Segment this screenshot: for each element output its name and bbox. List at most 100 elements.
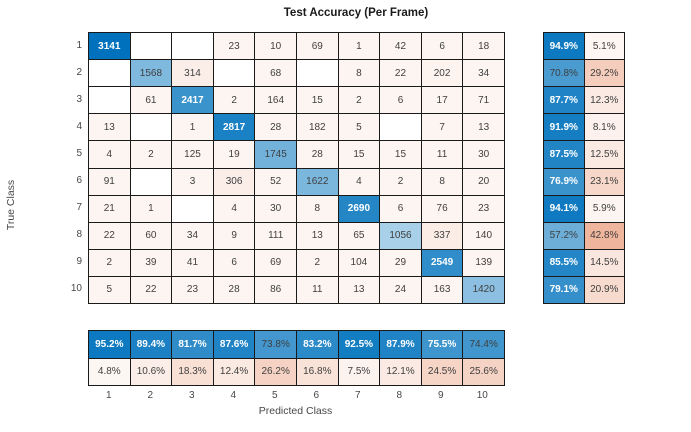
col-summary-precision-cell: 87.6%	[213, 331, 255, 358]
matrix-cell: 11	[421, 141, 463, 168]
matrix-cell: 76	[421, 195, 463, 222]
matrix-cell: 15	[296, 87, 338, 114]
matrix-cell: 69	[296, 33, 338, 60]
matrix-cell: 2417	[172, 87, 213, 114]
row-summary-recall-cell: 57.2%	[544, 222, 584, 249]
matrix-cell: 23	[463, 195, 504, 222]
col-summary-fdr-cell: 12.1%	[380, 358, 421, 385]
matrix-cell	[213, 60, 255, 87]
matrix-cell: 306	[213, 168, 255, 195]
matrix-cell: 41	[172, 249, 213, 276]
matrix-cell: 2	[89, 249, 130, 276]
col-summary-fdr-cell: 26.2%	[255, 358, 296, 385]
matrix-cell: 22	[130, 276, 172, 303]
matrix-cell: 337	[421, 222, 463, 249]
matrix-cell: 5	[89, 276, 130, 303]
matrix-cell: 13	[463, 114, 504, 141]
matrix-cell: 22	[380, 60, 421, 87]
col-summary-precision-cell: 95.2%	[89, 331, 130, 358]
row-summary-recall-cell: 94.9%	[544, 33, 584, 60]
y-tick-label: 9	[76, 256, 82, 267]
matrix-cell: 139	[463, 249, 504, 276]
col-summary-precision-cell: 75.5%	[421, 331, 463, 358]
matrix-cell: 8	[296, 195, 338, 222]
row-summary-recall-cell: 76.9%	[544, 168, 584, 195]
matrix-cell: 13	[338, 276, 380, 303]
matrix-cell: 42	[380, 33, 421, 60]
row-summary-recall-cell: 79.1%	[544, 276, 584, 303]
row-summary-miss-cell: 14.5%	[584, 249, 624, 276]
matrix-cell: 29	[380, 249, 421, 276]
col-summary-precision-cell: 83.2%	[296, 331, 338, 358]
column-summary-grid: 95.2% 89.4% 81.7% 87.6% 73.8% 83.2% 92.5% 87.9%…	[88, 330, 505, 386]
y-tick-label: 5	[76, 148, 82, 159]
x-tick-label: 2	[147, 389, 154, 401]
matrix-cell: 34	[463, 60, 504, 87]
matrix-cell	[130, 114, 172, 141]
y-tick-label: 3	[76, 94, 82, 105]
matrix-cell: 164	[255, 87, 296, 114]
matrix-cell: 68	[255, 60, 296, 87]
row-summary-miss-cell: 20.9%	[584, 276, 624, 303]
matrix-cell: 104	[338, 249, 380, 276]
matrix-cell: 4	[89, 141, 130, 168]
row-summary-recall-cell: 85.5%	[544, 249, 584, 276]
matrix-cell: 23	[172, 276, 213, 303]
matrix-cell: 28	[255, 114, 296, 141]
col-summary-fdr-cell: 25.6%	[463, 358, 504, 385]
x-tick-label: 5	[271, 389, 278, 401]
matrix-cell	[130, 33, 172, 60]
matrix-cell	[130, 168, 172, 195]
matrix-cell: 11	[296, 276, 338, 303]
matrix-cell: 10	[255, 33, 296, 60]
matrix-cell	[380, 114, 421, 141]
matrix-cell: 17	[421, 87, 463, 114]
matrix-cell: 71	[463, 87, 504, 114]
matrix-cell: 13	[89, 114, 130, 141]
matrix-cell: 6	[380, 195, 421, 222]
col-summary-fdr-cell: 10.6%	[130, 358, 172, 385]
col-summary-fdr-cell: 12.4%	[213, 358, 255, 385]
row-summary-miss-cell: 23.1%	[584, 168, 624, 195]
matrix-cell: 61	[130, 87, 172, 114]
matrix-cell: 34	[172, 222, 213, 249]
row-summary-miss-cell: 12.3%	[584, 87, 624, 114]
matrix-cell: 4	[338, 168, 380, 195]
col-summary-precision-cell: 73.8%	[255, 331, 296, 358]
matrix-cell: 2	[130, 141, 172, 168]
matrix-cell: 19	[213, 141, 255, 168]
row-summary-recall-cell: 87.7%	[544, 87, 584, 114]
matrix-cell: 52	[255, 168, 296, 195]
row-summary-miss-cell: 5.9%	[584, 195, 624, 222]
matrix-cell: 1568	[130, 60, 172, 87]
matrix-cell: 9	[213, 222, 255, 249]
row-summary-miss-cell: 8.1%	[584, 114, 624, 141]
matrix-cell: 24	[380, 276, 421, 303]
matrix-cell: 18	[463, 33, 504, 60]
x-tick-label: 10	[476, 389, 488, 401]
y-tick-label: 8	[76, 229, 82, 240]
matrix-cell: 28	[296, 141, 338, 168]
col-summary-fdr-cell: 18.3%	[172, 358, 213, 385]
matrix-cell: 30	[255, 195, 296, 222]
y-tick-label: 6	[76, 175, 82, 186]
matrix-cell: 69	[255, 249, 296, 276]
x-tick-label: 1	[105, 389, 112, 401]
matrix-cell: 1420	[463, 276, 504, 303]
matrix-cell: 125	[172, 141, 213, 168]
matrix-cell	[89, 60, 130, 87]
matrix-cell: 6	[380, 87, 421, 114]
matrix-cell: 2	[338, 87, 380, 114]
row-summary-miss-cell: 29.2%	[584, 60, 624, 87]
matrix-cell: 30	[463, 141, 504, 168]
matrix-cell: 1745	[255, 141, 296, 168]
y-tick-label: 2	[76, 67, 82, 78]
y-axis-label: True Class	[5, 179, 17, 231]
matrix-cell: 111	[255, 222, 296, 249]
matrix-cell: 1	[172, 114, 213, 141]
matrix-cell: 1	[130, 195, 172, 222]
col-summary-precision-cell: 89.4%	[130, 331, 172, 358]
matrix-cell: 22	[89, 222, 130, 249]
matrix-cell: 60	[130, 222, 172, 249]
